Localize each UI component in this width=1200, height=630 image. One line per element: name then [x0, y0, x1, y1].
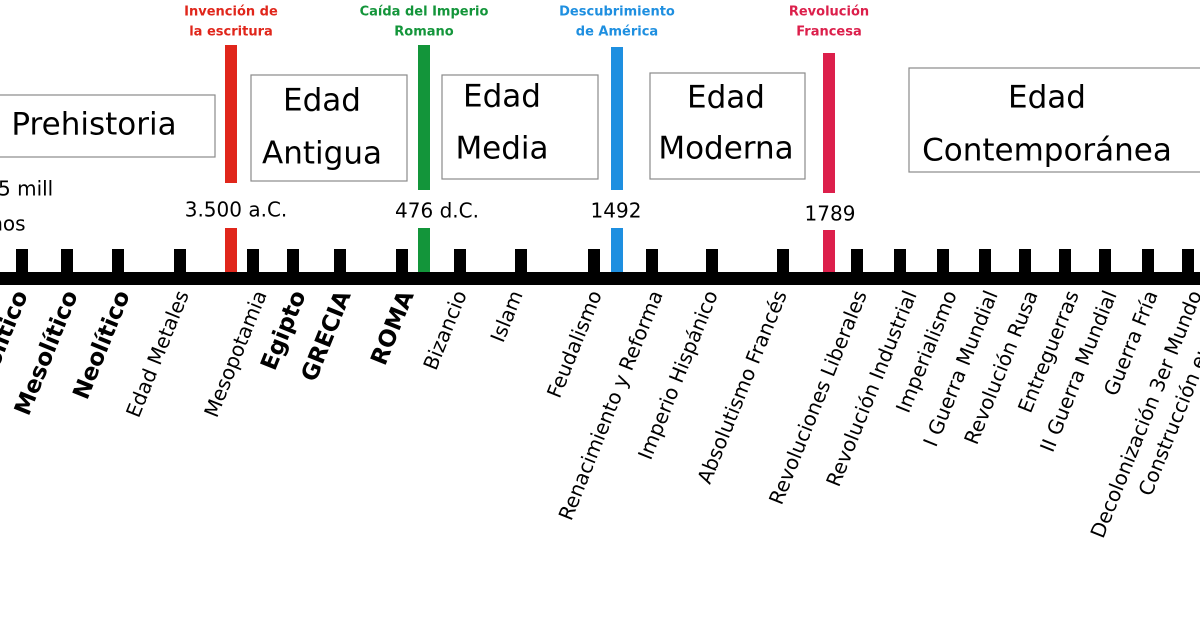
period-box: [441, 74, 599, 180]
milestone-bar: [225, 228, 237, 272]
tick-block: [1059, 249, 1071, 275]
milestone-bar: [418, 228, 430, 272]
period-box: [908, 67, 1200, 173]
milestone-date: 476 d.C.: [395, 199, 479, 223]
tick-block: [61, 249, 73, 275]
milestone-label: Descubrimiento: [559, 5, 675, 20]
milestone-date: 3.500 a.C.: [185, 198, 288, 222]
milestone-label: de América: [576, 25, 658, 40]
milestone-label: Romano: [394, 25, 454, 40]
milestone-label: Caída del Imperio: [360, 5, 489, 20]
milestone-bar: [225, 45, 237, 183]
period-label: Moderna: [658, 131, 793, 167]
tick-block: [1182, 249, 1194, 275]
milestone-bar: [611, 228, 623, 272]
tick-block: [894, 249, 906, 275]
tick-block: [112, 249, 124, 275]
tick-block: [287, 249, 299, 275]
period-label: Edad: [1008, 80, 1086, 116]
milestone-bar: [823, 230, 835, 272]
tick-block: [937, 249, 949, 275]
tick-block: [777, 249, 789, 275]
axis-line: [0, 272, 1200, 285]
tick-block: [588, 249, 600, 275]
milestone-bar: [418, 45, 430, 190]
period-label: Media: [455, 131, 548, 167]
milestone-label: Francesa: [796, 25, 862, 40]
period-label: Prehistoria: [11, 107, 176, 143]
tick-block: [334, 249, 346, 275]
period-label: Contemporánea: [922, 133, 1172, 169]
period-box: [250, 74, 408, 182]
tick-block: [1099, 249, 1111, 275]
period-box: [0, 94, 216, 158]
tick-block: [247, 249, 259, 275]
milestone-label: la escritura: [189, 25, 273, 40]
period-label: Edad: [687, 80, 765, 116]
milestone-label: Revolución: [789, 5, 869, 20]
milestone-date: 1789: [805, 202, 856, 226]
tick-block: [1019, 249, 1031, 275]
tick-block: [515, 249, 527, 275]
tick-block: [454, 249, 466, 275]
milestone-date: 1492: [591, 199, 642, 223]
tick-block: [16, 249, 28, 275]
tick-block: [706, 249, 718, 275]
milestone-bar: [611, 47, 623, 190]
period-label: Antigua: [262, 136, 382, 172]
tick-block: [396, 249, 408, 275]
period-label: Edad: [463, 79, 541, 115]
milestone-bar: [823, 53, 835, 193]
tick-block: [851, 249, 863, 275]
milestone-label: Invención de: [184, 5, 278, 20]
tick-block: [1142, 249, 1154, 275]
start-date: 5 mill: [0, 177, 53, 201]
period-box: [649, 72, 806, 180]
tick-block: [174, 249, 186, 275]
period-label: Edad: [283, 83, 361, 119]
tick-block: [979, 249, 991, 275]
tick-block: [646, 249, 658, 275]
start-date: años: [0, 212, 26, 236]
